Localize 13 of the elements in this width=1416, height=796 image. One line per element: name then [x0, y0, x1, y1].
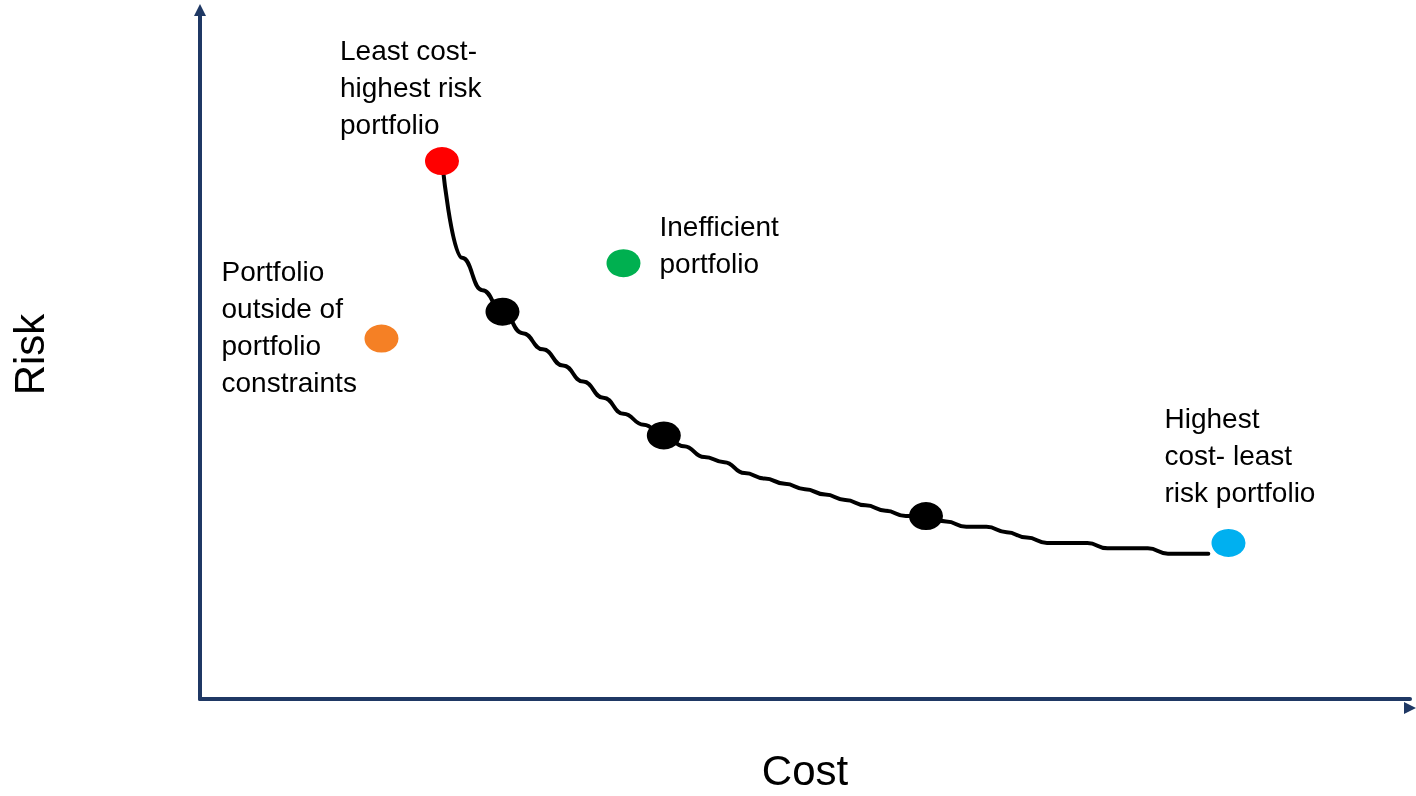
- annotation: Portfolio outside of portfolio constraints: [221, 255, 357, 398]
- text: Least cost- highest risk portfolio: [340, 35, 483, 141]
- point: [646, 421, 681, 450]
- point: [909, 502, 943, 531]
- point: [364, 324, 399, 353]
- point: [485, 297, 520, 326]
- point: [425, 147, 459, 176]
- x-axis-title: Cost: [761, 746, 849, 794]
- point: [1211, 528, 1246, 557]
- y-axis-title: Risk: [5, 312, 53, 396]
- annotation: Highest cost- least risk portfolio: [1164, 402, 1316, 508]
- point: [606, 249, 641, 278]
- annotation: Inefficient portfolio: [659, 211, 780, 280]
